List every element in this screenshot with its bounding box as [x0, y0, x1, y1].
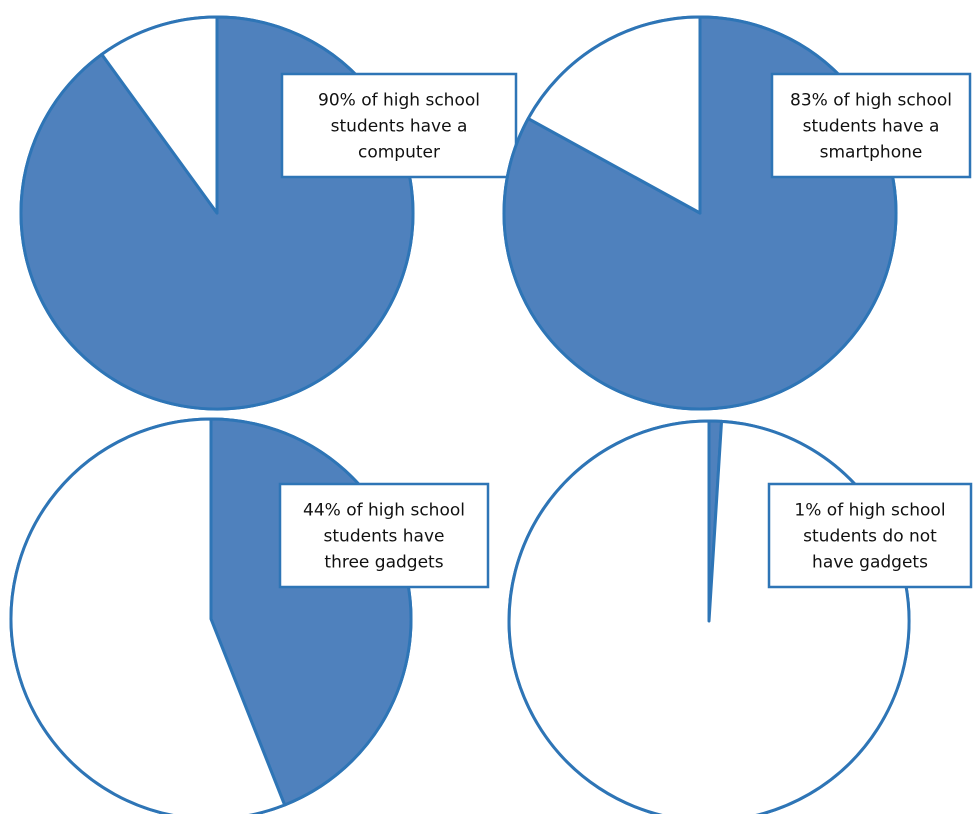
callout-text-line: 44% of high school — [303, 501, 465, 521]
callout-text-line: three gadgets — [324, 553, 443, 573]
pie-slice-remainder — [507, 419, 911, 814]
callout-text-line: 90% of high school — [318, 91, 480, 111]
pie-smartphone: 83% of high school students have a smartph… — [502, 15, 972, 411]
callout-box — [767, 482, 973, 589]
callout-text-line: students have — [324, 527, 445, 547]
callout-text-line: have gadgets — [812, 553, 928, 573]
callout-text-line: students have a — [331, 117, 468, 137]
pie-callout: 83% of high school students have a smartph… — [770, 72, 972, 179]
pie-callout: 90% of high school students have a compute… — [280, 72, 518, 179]
pie-slice-remainder — [100, 15, 219, 215]
callout-box — [770, 72, 972, 179]
callout-box — [280, 72, 518, 179]
callout-text-line: computer — [358, 143, 440, 163]
callout-text-line: students have a — [803, 117, 940, 137]
pie-no-gadgets: 1% of high school students do not have gad… — [507, 419, 973, 814]
pie-computer: 90% of high school students have a compute… — [19, 15, 518, 411]
pie-slice-remainder — [526, 15, 702, 215]
callout-text-line: smartphone — [820, 143, 923, 163]
pie-callout: 44% of high school students have three gad… — [278, 482, 490, 589]
callout-text-line: 83% of high school — [790, 91, 952, 111]
pie-slice-remainder — [9, 417, 287, 814]
callout-text-line: students do not — [803, 527, 937, 547]
callout-box — [278, 482, 490, 589]
pie-three-gadgets: 44% of high school students have three gad… — [9, 417, 490, 814]
callout-text-line: 1% of high school — [794, 501, 945, 521]
pie-callout: 1% of high school students do not have gad… — [767, 482, 973, 589]
